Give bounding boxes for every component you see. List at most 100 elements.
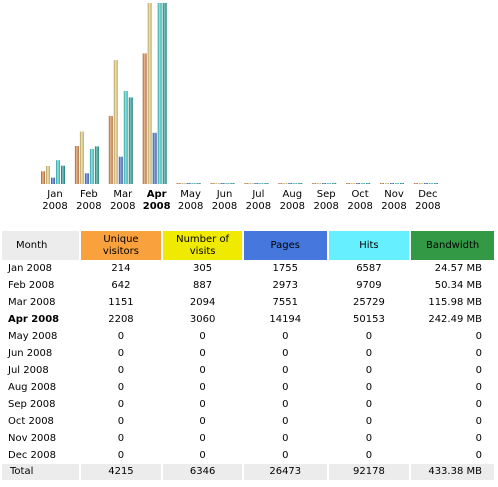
- month-label-name: Sep: [316, 189, 336, 200]
- table-total-row: Total 4215 6346 26473 92178 433.38 MB: [2, 464, 494, 480]
- bar-number-of-visits: [385, 183, 389, 184]
- cell-nv: 0: [199, 382, 206, 393]
- bar-unique-visitors: [41, 171, 45, 184]
- bar-hits: [225, 183, 230, 184]
- bar-number-of-visits: [79, 131, 84, 184]
- cell-nv: 0: [199, 348, 206, 359]
- bar-unique-visitors: [278, 183, 283, 184]
- month-label: May 2008: [174, 189, 208, 213]
- cell-month: May 2008: [8, 331, 58, 342]
- month-label: Oct 2008: [343, 189, 377, 213]
- cell-pages: 1755: [272, 263, 298, 274]
- cell-month: Jan 2008: [8, 263, 53, 274]
- month-label: Jul 2008: [241, 189, 275, 213]
- cell-month: Feb 2008: [8, 280, 55, 291]
- month-label-name: Oct: [351, 189, 369, 200]
- cell-nv: 305: [193, 263, 213, 274]
- month-label: Jan 2008: [38, 189, 72, 213]
- month-label: Apr 2008: [140, 189, 174, 213]
- bar-bandwidth: [298, 183, 303, 184]
- cell-uv: 4215: [80, 464, 162, 480]
- bar-bandwidth: [61, 165, 65, 184]
- month-label-year: 2008: [211, 201, 238, 212]
- bar-pages: [254, 183, 259, 184]
- cell-month: Aug 2008: [8, 382, 57, 393]
- bar-unique-visitors: [380, 183, 384, 184]
- month-label-year: 2008: [279, 201, 306, 212]
- bar-number-of-visits: [215, 183, 220, 184]
- bar-hits: [395, 183, 399, 184]
- header-hits: Hits: [328, 231, 410, 260]
- bar-pages: [390, 183, 394, 184]
- bar-hits: [157, 3, 162, 184]
- cell-pages: 2973: [272, 280, 298, 291]
- month-label-name: Jun: [216, 189, 233, 200]
- cell-nv: 0: [199, 416, 206, 427]
- cell-nv: 6346: [163, 464, 242, 480]
- cell-uv: 214: [111, 263, 131, 274]
- bar-pages: [51, 177, 55, 184]
- cell-pages: 0: [282, 450, 289, 461]
- cell-uv: 1151: [108, 297, 134, 308]
- cell-uv: 0: [117, 433, 125, 444]
- cell-hits: 0: [365, 365, 373, 376]
- bar-hits: [293, 183, 298, 184]
- header-unique-visitors: Unique visitors: [80, 231, 162, 260]
- bar-bandwidth: [162, 3, 167, 184]
- cell-hits: 0: [365, 433, 373, 444]
- table-row: Mar 2008 1151 2094 7551 25729 115.98 MB: [2, 294, 494, 311]
- table-header-row: Month Unique visitors Number of visits P…: [2, 231, 494, 260]
- cell-pages: 0: [282, 416, 289, 427]
- bar-hits: [123, 91, 128, 184]
- month-label-year: 2008: [381, 201, 407, 212]
- bar-unique-visitors: [176, 183, 181, 184]
- cell-uv: 0: [117, 365, 125, 376]
- bar-hits: [327, 183, 332, 184]
- bar-hits: [56, 160, 60, 184]
- cell-bw: 0: [475, 382, 482, 393]
- bar-unique-visitors: [413, 183, 418, 184]
- bar-pages: [322, 183, 327, 184]
- month-label-name: Apr: [146, 189, 167, 200]
- bar-unique-visitors: [74, 146, 79, 184]
- bar-hits: [361, 183, 366, 184]
- bar-pages: [84, 173, 89, 184]
- bar-unique-visitors: [346, 183, 351, 184]
- bar-number-of-visits: [249, 183, 254, 184]
- month-label-name: May: [180, 189, 201, 200]
- bar-pages: [220, 183, 225, 184]
- month-label-name: Nov: [384, 189, 404, 200]
- month-label-year: 2008: [110, 201, 136, 212]
- month-label-year: 2008: [313, 201, 339, 212]
- cell-bw: 242.49 MB: [428, 314, 482, 325]
- cell-bw: 0: [475, 433, 482, 444]
- cell-uv: 0: [117, 399, 125, 410]
- monthly-history-chart: Jan 2008 Feb 2008 Mar 2008 Apr 2008 May 2008 Jun 20…: [0, 0, 498, 230]
- cell-bw: 115.98 MB: [428, 297, 482, 308]
- cell-hits: 50153: [353, 314, 385, 325]
- month-label-year: 2008: [142, 201, 171, 212]
- cell-pages: 0: [282, 331, 289, 342]
- cell-hits: 0: [365, 348, 373, 359]
- month-label: Nov 2008: [377, 189, 411, 213]
- month-label-name: Dec: [418, 189, 438, 200]
- cell-hits: 92178: [328, 464, 410, 480]
- cell-pages: 14194: [269, 314, 302, 325]
- cell-nv: 3060: [189, 314, 216, 325]
- cell-uv: 0: [117, 450, 125, 461]
- month-label-name: Jan: [47, 189, 63, 200]
- bar-unique-visitors: [244, 183, 249, 184]
- cell-pages: 0: [282, 399, 289, 410]
- bar-pages: [356, 183, 361, 184]
- bar-number-of-visits: [283, 183, 288, 184]
- cell-hits: 0: [365, 331, 373, 342]
- cell-month: Apr 2008: [8, 314, 60, 325]
- cell-month: Oct 2008: [8, 416, 54, 427]
- month-label-name: Mar: [113, 189, 133, 200]
- table-row: Nov 2008 0 0 0 0 0: [2, 430, 494, 447]
- cell-uv: 0: [117, 331, 125, 342]
- month-label: Jun 2008: [208, 189, 242, 213]
- bar-number-of-visits: [181, 183, 186, 184]
- bar-hits: [259, 183, 264, 184]
- header-month: Month: [2, 231, 79, 260]
